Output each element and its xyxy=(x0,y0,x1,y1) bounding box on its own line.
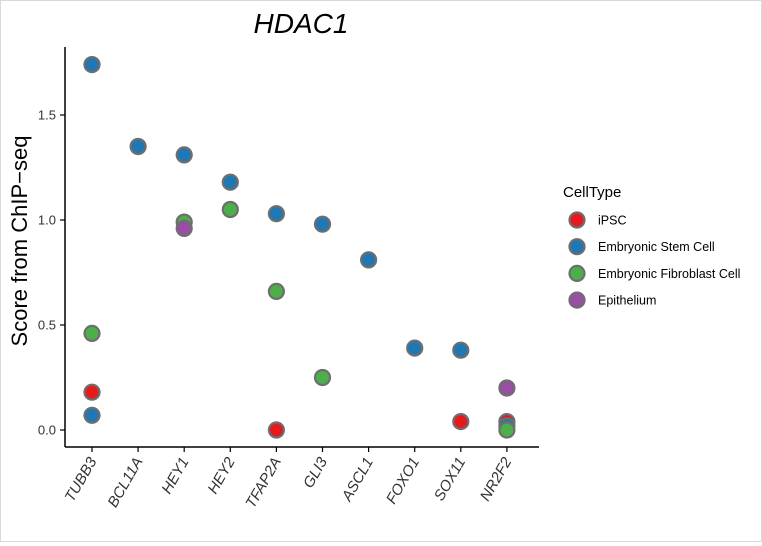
y-tick-label: 0.5 xyxy=(38,318,56,333)
x-tick-label: TFAP2A xyxy=(242,455,285,512)
data-point xyxy=(498,379,516,397)
x-tick-label: BCL11A xyxy=(104,455,146,511)
x-tick-label: HEY1 xyxy=(158,455,192,497)
data-point xyxy=(452,341,470,359)
legend-swatch xyxy=(568,238,586,256)
x-tick-label: GLI3 xyxy=(300,454,331,491)
data-point xyxy=(83,406,101,424)
data-point xyxy=(221,173,239,191)
legend-label: iPSC xyxy=(598,214,626,228)
legend-title: CellType xyxy=(563,184,621,201)
data-point xyxy=(452,413,470,431)
y-tick-label: 1.0 xyxy=(38,213,56,228)
legend-swatch xyxy=(568,291,586,309)
x-tick-label: NR2F2 xyxy=(477,454,516,504)
x-tick-label: SOX11 xyxy=(431,455,469,504)
data-point xyxy=(175,146,193,164)
data-point xyxy=(313,215,332,233)
data-point xyxy=(83,383,101,401)
x-tick-label: ASCL1 xyxy=(338,455,377,506)
y-tick-label: 0.0 xyxy=(38,423,56,438)
x-tick-label: TUBB3 xyxy=(62,454,101,505)
data-point xyxy=(175,219,193,237)
legend-swatch xyxy=(568,264,586,282)
chart-title: HDAC1 xyxy=(254,8,349,39)
legend-label: Embryonic Fibroblast Cell xyxy=(598,267,740,281)
data-point xyxy=(267,205,285,223)
x-tick-label: HEY2 xyxy=(204,454,239,497)
legend-swatch xyxy=(568,211,586,229)
y-tick-label: 1.5 xyxy=(38,108,56,123)
data-point xyxy=(498,421,516,439)
data-point xyxy=(313,368,332,387)
legend: CellType iPSC Embryonic Stem Cell Embryoni… xyxy=(563,184,740,309)
data-point xyxy=(83,324,101,342)
data-point xyxy=(267,421,285,439)
data-points xyxy=(83,55,516,439)
data-point xyxy=(83,55,101,74)
x-axis-ticks: TUBB3 BCL11A HEY1 HEY2 TFAP2A GLI3 ASCL1 FOXO1 S… xyxy=(62,447,516,511)
data-point xyxy=(129,137,147,156)
data-point xyxy=(360,251,378,269)
data-point xyxy=(406,339,424,357)
y-axis-ticks: 0.0 0.5 1.0 1.5 xyxy=(38,108,65,438)
y-axis-label: Score from ChIP−seq xyxy=(7,136,32,347)
data-point xyxy=(267,282,285,300)
legend-label: Epithelium xyxy=(598,294,656,308)
x-tick-label: FOXO1 xyxy=(383,455,423,508)
legend-label: Embryonic Stem Cell xyxy=(598,240,715,254)
data-point xyxy=(221,200,239,219)
